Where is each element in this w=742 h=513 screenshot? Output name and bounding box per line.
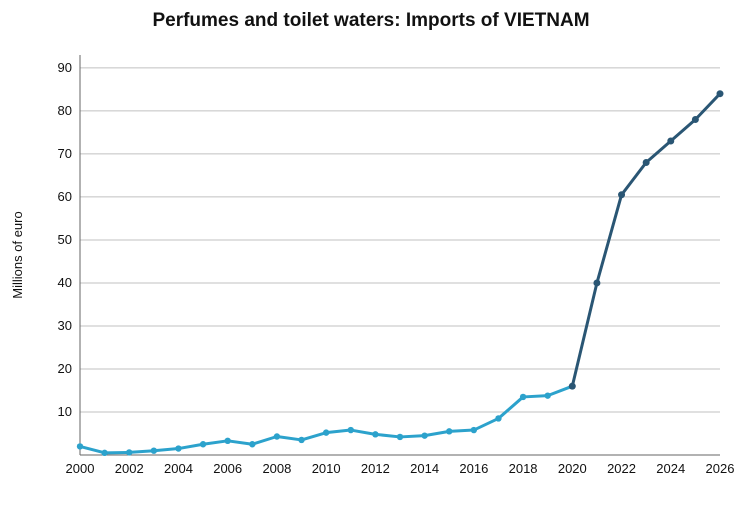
svg-text:70: 70 [58,146,72,161]
svg-text:Millions of euro: Millions of euro [10,211,25,298]
line-chart: 10 20 30 40 50 60 70 80 90 2000 2002 2004 2006 2008 20… [0,0,742,513]
svg-text:2016: 2016 [459,461,488,476]
svg-text:30: 30 [58,318,72,333]
svg-text:2002: 2002 [115,461,144,476]
svg-text:10: 10 [58,404,72,419]
svg-text:2000: 2000 [66,461,95,476]
svg-text:2026: 2026 [706,461,735,476]
svg-text:2022: 2022 [607,461,636,476]
svg-text:90: 90 [58,60,72,75]
svg-text:2004: 2004 [164,461,193,476]
chart-container: Perfumes and toilet waters: Imports of V… [0,0,742,513]
svg-text:20: 20 [58,361,72,376]
svg-text:2020: 2020 [558,461,587,476]
svg-text:80: 80 [58,103,72,118]
svg-text:2024: 2024 [656,461,685,476]
svg-text:2018: 2018 [509,461,538,476]
svg-text:2012: 2012 [361,461,390,476]
svg-text:60: 60 [58,189,72,204]
svg-text:50: 50 [58,232,72,247]
svg-text:2010: 2010 [312,461,341,476]
svg-text:2006: 2006 [213,461,242,476]
svg-text:2014: 2014 [410,461,439,476]
svg-text:40: 40 [58,275,72,290]
svg-text:2008: 2008 [262,461,291,476]
